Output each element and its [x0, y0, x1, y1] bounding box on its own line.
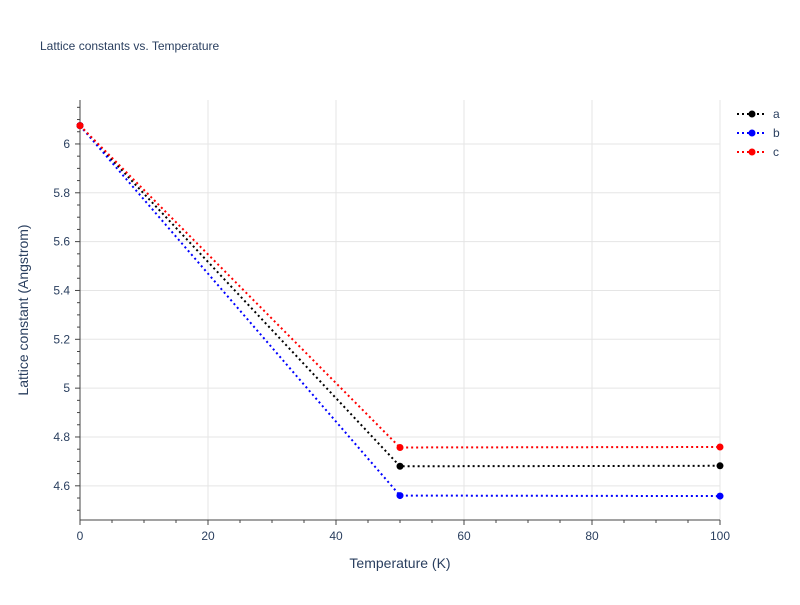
series-layer — [76, 122, 724, 500]
legend-swatch-marker — [748, 110, 756, 118]
grid — [80, 100, 721, 520]
legend-swatch-marker — [748, 148, 756, 156]
y-tick-label: 4.8 — [53, 430, 70, 444]
y-tick-label: 4.6 — [53, 479, 70, 493]
data-point-c[interactable] — [396, 443, 404, 451]
data-point-c[interactable] — [716, 443, 724, 451]
x-tick-label: 60 — [457, 529, 471, 543]
legend-swatch-marker — [748, 129, 756, 137]
x-tick-label: 40 — [329, 529, 343, 543]
legend-item-a[interactable]: a — [737, 107, 780, 121]
x-tick-label: 0 — [77, 529, 84, 543]
legend-label: a — [773, 107, 780, 121]
data-point-a[interactable] — [396, 462, 404, 470]
series-line-c — [79, 124, 721, 449]
legend-label: b — [773, 126, 780, 140]
legend-item-c[interactable]: c — [737, 145, 779, 159]
axes: 0 20 40 60 80 100 4.6 4.8 5 5.2 5.4 5.6 5.8 6 — [53, 100, 730, 543]
y-axis-title: Lattice constant (Angstrom) — [15, 224, 31, 395]
y-tick-label: 5 — [63, 381, 70, 395]
y-tick-label: 5.4 — [53, 283, 70, 297]
series-line-a — [79, 124, 721, 468]
x-tick-label: 80 — [585, 529, 599, 543]
data-point-b[interactable] — [716, 492, 724, 500]
y-tick-label: 5.8 — [53, 186, 70, 200]
y-tick-label: 5.6 — [53, 235, 70, 249]
legend[interactable]: abc — [737, 107, 780, 159]
legend-item-b[interactable]: b — [737, 126, 780, 140]
y-tick-label: 5.2 — [53, 332, 70, 346]
legend-label: c — [773, 145, 779, 159]
series-c — [76, 122, 724, 451]
series-line-b — [79, 124, 721, 498]
series-b — [76, 122, 724, 500]
x-tick-label: 100 — [710, 529, 730, 543]
series-a — [76, 122, 724, 470]
chart-title: Lattice constants vs. Temperature — [40, 39, 220, 53]
x-tick-label: 20 — [201, 529, 215, 543]
x-axis-title: Temperature (K) — [349, 555, 450, 571]
data-point-a[interactable] — [716, 462, 724, 470]
data-point-c[interactable] — [76, 122, 84, 130]
data-point-b[interactable] — [396, 492, 404, 500]
y-tick-label: 6 — [63, 137, 70, 151]
